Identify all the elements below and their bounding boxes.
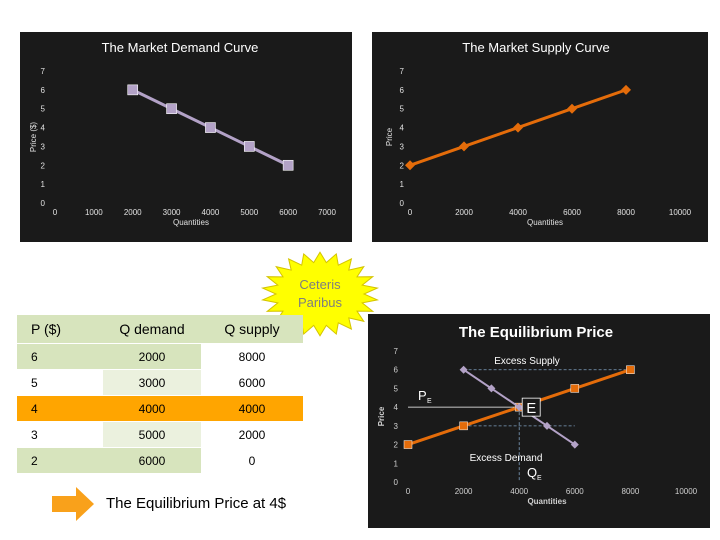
- cell-price: 6: [17, 343, 103, 370]
- table-row: 3 5000 2000: [17, 421, 303, 448]
- price-quantity-table: P ($) Q demand Q supply 6 2000 8000 5 3000 60…: [17, 315, 303, 473]
- supply-chart-panel: [372, 32, 708, 242]
- cell-q-demand: 4000: [103, 395, 201, 422]
- header-q-demand: Q demand: [103, 315, 201, 344]
- right-arrow-icon: [52, 487, 94, 521]
- header-q-supply: Q supply: [201, 315, 303, 344]
- cell-price: 3: [17, 421, 103, 448]
- cell-q-demand: 3000: [103, 369, 201, 396]
- cell-q-supply: 4000: [201, 395, 303, 422]
- cell-price: 5: [17, 369, 103, 396]
- cell-q-supply: 2000: [201, 421, 303, 448]
- equilibrium-chart-panel: [368, 314, 710, 528]
- burst-label-1: Ceteris: [299, 277, 341, 292]
- cell-price: 2: [17, 447, 103, 473]
- header-price: P ($): [17, 315, 103, 344]
- cell-q-demand: 5000: [103, 421, 201, 448]
- equilibrium-footnote: The Equilibrium Price at 4$: [106, 495, 287, 512]
- table-header-row: P ($) Q demand Q supply: [17, 315, 303, 344]
- table-row: 6 2000 8000: [17, 343, 303, 370]
- demand-chart-panel: [20, 32, 352, 242]
- table-row: 5 3000 6000: [17, 369, 303, 396]
- cell-q-supply: 0: [201, 447, 303, 473]
- cell-q-supply: 8000: [201, 343, 303, 370]
- cell-q-supply: 6000: [201, 369, 303, 396]
- table-row: 4 4000 4000: [17, 395, 303, 422]
- table-row: 2 6000 0: [17, 447, 303, 473]
- cell-price: 4: [17, 395, 103, 422]
- burst-label-2: Paribus: [298, 295, 343, 310]
- cell-q-demand: 6000: [103, 447, 201, 473]
- cell-q-demand: 2000: [103, 343, 201, 370]
